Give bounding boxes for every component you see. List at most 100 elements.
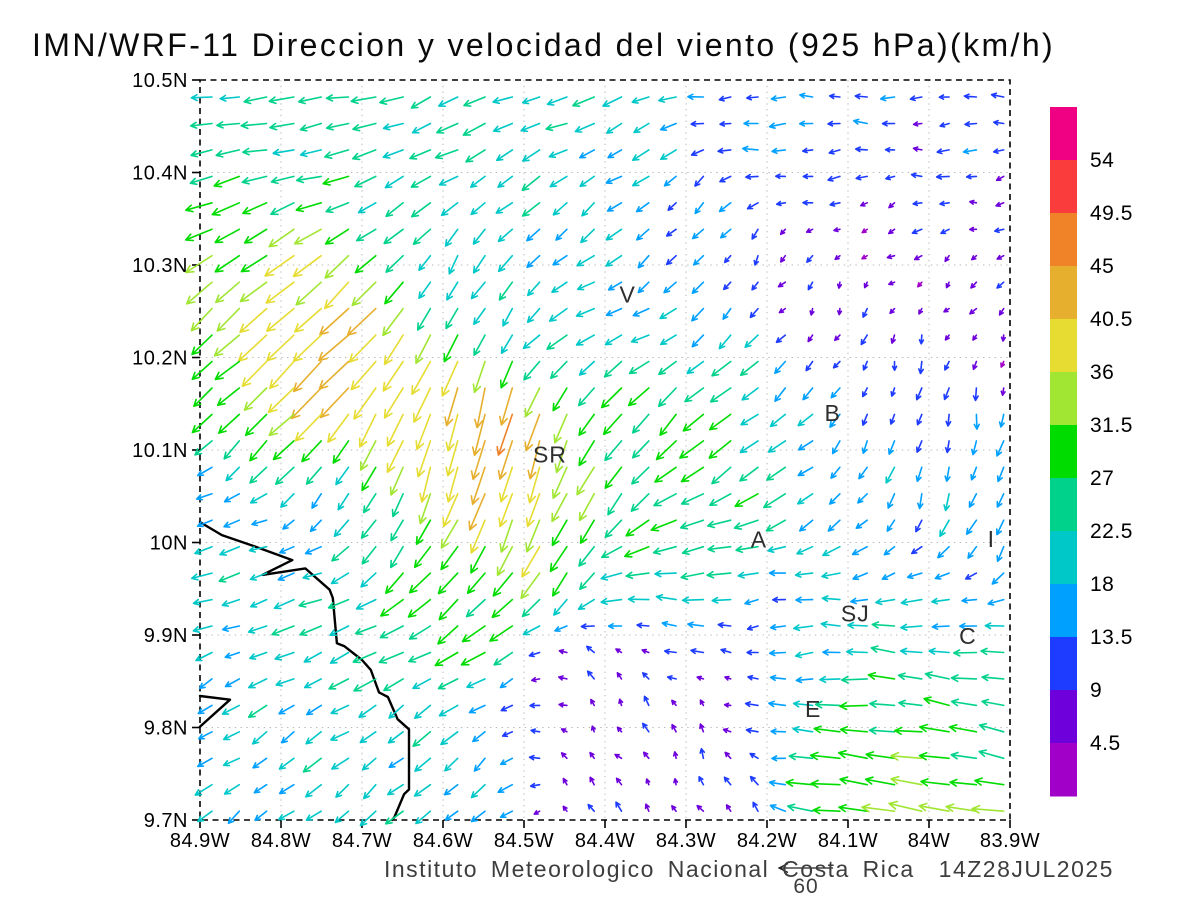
wind-arrow — [241, 360, 268, 387]
wind-arrow — [410, 175, 432, 188]
wind-arrow — [887, 493, 896, 509]
wind-arrow — [325, 202, 350, 214]
wind-arrow — [446, 281, 459, 301]
wind-arrow — [327, 413, 350, 443]
coastline — [198, 520, 411, 822]
wind-arrow — [827, 175, 841, 182]
wind-arrow — [248, 545, 268, 553]
wind-arrow — [418, 281, 432, 299]
wind-arrow — [718, 334, 732, 350]
wind-arrow — [527, 440, 541, 480]
wind-arrow — [191, 413, 213, 434]
wind-arrow — [861, 440, 868, 454]
wind-arrow — [272, 148, 295, 156]
wind-arrow — [630, 334, 650, 344]
wind-arrow — [579, 519, 595, 544]
wind-arrow — [215, 149, 241, 158]
wind-arrow — [615, 648, 623, 654]
wind-arrow — [971, 440, 978, 456]
wind-arrow — [185, 228, 213, 242]
wind-arrow — [860, 334, 868, 346]
wind-arrow — [328, 678, 350, 690]
wind-arrow — [992, 148, 1005, 154]
wind-arrow — [917, 281, 923, 288]
colorbar-segment — [1050, 372, 1077, 426]
wind-arrow — [216, 121, 241, 129]
wind-arrow — [851, 545, 868, 556]
wind-arrow — [273, 598, 295, 610]
wind-arrow — [526, 307, 541, 323]
wind-arrow — [868, 726, 896, 735]
wind-arrow — [888, 228, 896, 235]
wind-arrow — [293, 228, 322, 245]
wind-arrow — [687, 93, 705, 101]
wind-arrow — [549, 175, 568, 188]
wind-arrow — [185, 281, 213, 305]
wind-arrow — [237, 334, 268, 362]
station-label: SJ — [841, 601, 870, 627]
wind-arrow — [949, 778, 978, 787]
wind-arrow — [522, 149, 541, 162]
wind-arrow — [465, 598, 486, 618]
wind-arrow — [671, 699, 677, 707]
wind-arrow — [497, 175, 514, 188]
wind-arrow — [711, 596, 732, 604]
wind-arrow — [805, 360, 814, 372]
wind-arrow — [795, 676, 814, 684]
wind-arrow — [912, 146, 923, 152]
wind-arrow — [521, 598, 541, 618]
wind-arrow — [410, 96, 432, 109]
wind-arrow — [552, 387, 568, 412]
wind-arrow — [269, 122, 295, 131]
wind-arrow — [939, 200, 950, 207]
wind-arrow — [192, 598, 213, 606]
wind-arrow — [603, 360, 623, 378]
wind-arrow — [250, 598, 268, 608]
wind-arrow — [303, 678, 322, 689]
wind-arrow — [378, 651, 404, 664]
wind-arrow — [865, 751, 896, 760]
wind-arrow — [996, 519, 1005, 536]
wind-arrow — [604, 466, 623, 489]
wind-arrow — [680, 493, 705, 505]
wind-arrow — [939, 122, 950, 128]
wind-arrow — [189, 175, 213, 186]
wind-arrow — [858, 466, 868, 480]
wind-arrow — [798, 120, 814, 127]
wind-arrow — [602, 96, 623, 107]
footer-credit: Instituto Meteorologico Nacional Costa R… — [384, 856, 915, 882]
wind-arrow — [768, 569, 787, 577]
wind-arrows — [185, 92, 1006, 827]
wind-arrow — [912, 121, 923, 127]
wind-arrow — [521, 96, 541, 105]
colorbar-segment — [1050, 637, 1077, 691]
colorbar-segment — [1050, 213, 1077, 267]
wind-arrow — [254, 810, 268, 822]
wind-arrow — [470, 281, 486, 300]
wind-arrow — [437, 572, 459, 595]
wind-arrow — [444, 387, 459, 427]
wind-arrow — [319, 387, 350, 419]
chart-title: IMN/WRF-11 Direccion y velocidad del vie… — [32, 27, 1056, 63]
wind-arrow — [221, 625, 241, 632]
wind-arrow — [723, 702, 732, 708]
wind-arrow — [861, 803, 896, 813]
wind-arrow — [318, 360, 350, 390]
wind-arrow — [911, 545, 923, 555]
wind-arrow — [501, 731, 514, 738]
wind-arrow — [911, 228, 923, 235]
wind-arrow — [890, 775, 923, 786]
colorbar-label: 40.5 — [1090, 308, 1133, 331]
wind-arrow — [970, 281, 978, 289]
wind-arrow — [822, 648, 841, 656]
wind-arrow — [319, 307, 350, 336]
wind-arrow — [996, 466, 1005, 483]
wind-arrow — [601, 545, 623, 559]
wind-arrow — [775, 334, 787, 344]
x-tick-label: 84.8W — [251, 830, 311, 852]
wind-arrow — [247, 704, 268, 718]
wind-arrow — [864, 776, 896, 786]
wind-arrow — [334, 810, 350, 824]
wind-arrow — [216, 307, 241, 332]
